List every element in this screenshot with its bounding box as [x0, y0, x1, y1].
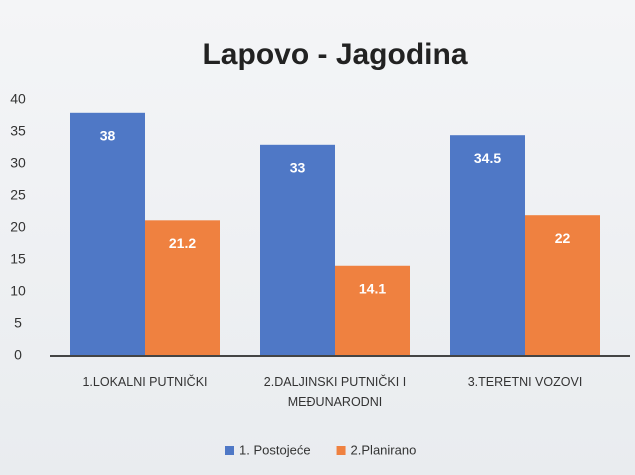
x-tick-label: 3.TERETNI VOZOVI: [467, 375, 583, 389]
x-tick-label: 2.DALJINSKI PUTNIČKI I MEĐUNARODNI: [263, 375, 407, 409]
legend-swatch: [225, 446, 234, 455]
data-label: 21.2: [169, 235, 196, 251]
legend-label: 1. Postojeće: [239, 442, 311, 457]
data-label: 22: [555, 230, 571, 246]
y-tick-label: 15: [10, 251, 26, 267]
y-tick-label: 0: [14, 347, 22, 363]
y-tick-label: 10: [10, 283, 26, 299]
data-label: 34.5: [474, 150, 501, 166]
bar: [450, 135, 525, 356]
bar: [70, 112, 145, 356]
y-tick-label: 35: [10, 123, 26, 139]
y-tick-label: 30: [10, 155, 26, 171]
chart-title: Lapovo - Jagodina: [202, 38, 467, 71]
data-label: 33: [290, 160, 306, 176]
data-label: 14.1: [359, 280, 386, 296]
bar: [335, 265, 410, 356]
bar: [260, 144, 335, 356]
y-tick-label: 25: [10, 187, 26, 203]
legend-swatch: [336, 446, 346, 455]
y-tick-label: 5: [14, 315, 22, 331]
bar: [145, 220, 220, 356]
y-tick-label: 20: [10, 219, 26, 235]
legend-label: 2.Planirano: [351, 442, 417, 457]
data-label: 38: [100, 128, 116, 144]
y-tick-label: 40: [10, 91, 26, 107]
bar: [525, 215, 600, 356]
x-tick-label: 1.LOKALNI PUTNIČKI: [82, 375, 208, 389]
